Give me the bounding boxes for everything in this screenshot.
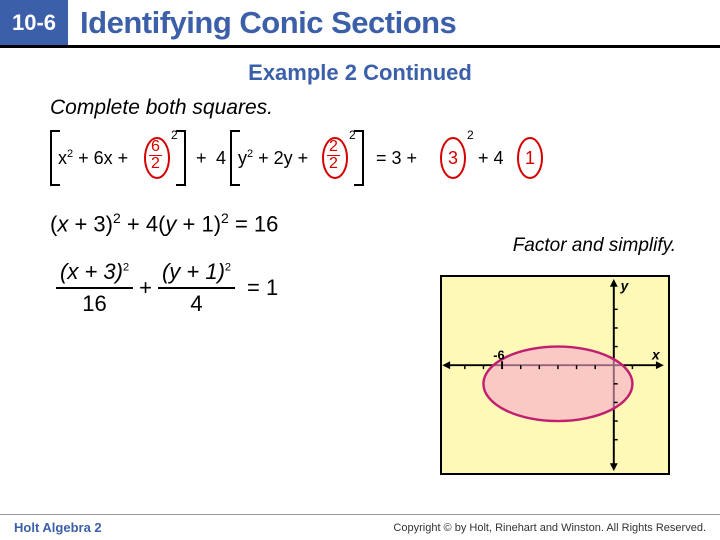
eq-y: y	[238, 148, 247, 168]
lesson-number-badge: 10-6	[0, 0, 68, 45]
xtick-label: -6	[493, 347, 504, 362]
final-t1: (x + 3)	[60, 259, 123, 284]
footer: Holt Algebra 2 Copyright © by Holt, Rine…	[0, 514, 720, 540]
eq-6x: + 6x +	[73, 148, 128, 168]
factored-equation: (x + 3)2 + 4(y + 1)2 = 16	[50, 210, 680, 237]
equation-completing-square: x2 + 6x + 62 2 + 4 y2 + 2y + 22 2 = 3 + …	[50, 126, 680, 196]
ellipse-graph: -6 x y	[440, 275, 670, 475]
final-d2: 4	[186, 289, 206, 319]
final-plus: +	[139, 275, 152, 301]
footer-brand: Holt Algebra 2	[14, 520, 102, 535]
x-axis-label: x	[651, 347, 661, 362]
eq-rhs1: = 3 +	[376, 148, 417, 169]
example-title: Example 2 Continued	[0, 60, 720, 86]
eq-plus1: +	[196, 148, 207, 169]
final-t2: (y + 1)	[162, 259, 225, 284]
eq-four: 4	[216, 148, 226, 169]
header: 10-6 Identifying Conic Sections	[0, 0, 720, 48]
instruction: Complete both squares.	[50, 96, 680, 120]
page-title: Identifying Conic Sections	[68, 0, 456, 45]
frac1-den: 2	[149, 156, 162, 172]
frac1-num: 6	[149, 139, 162, 156]
eq-2y: + 2y +	[253, 148, 308, 168]
factor-note: Factor and simplify.	[513, 235, 676, 257]
footer-copyright: Copyright © by Holt, Rinehart and Winsto…	[393, 522, 706, 534]
frac2-num: 2	[327, 139, 340, 156]
eq-x: x	[58, 148, 67, 168]
y-axis-label: y	[620, 279, 630, 294]
exp-2c: 2	[467, 128, 474, 142]
eq-rhs-3: 3	[448, 148, 458, 169]
eq-rhs-1: 1	[525, 148, 535, 169]
final-d1: 16	[78, 289, 110, 319]
frac2-den: 2	[327, 156, 340, 172]
final-eq: = 1	[247, 275, 278, 301]
eq-rhs-plus4: + 4	[478, 148, 504, 169]
